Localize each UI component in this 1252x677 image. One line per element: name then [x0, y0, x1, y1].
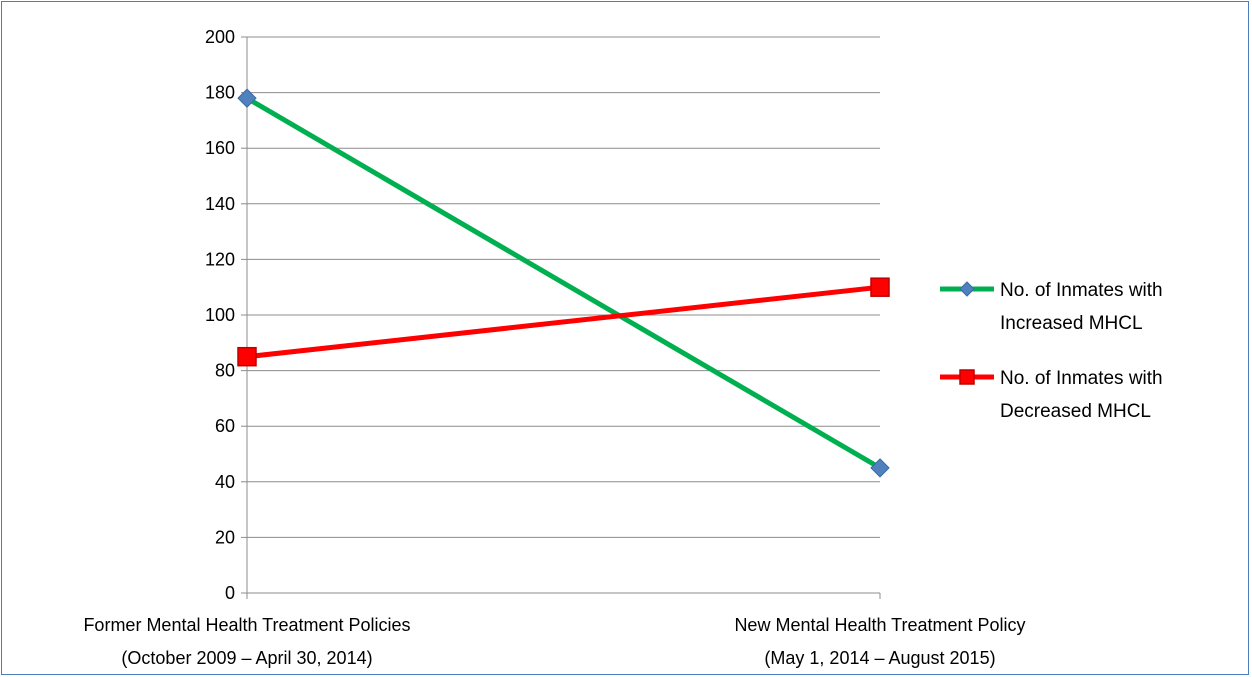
- gridlines: [247, 36, 880, 538]
- x-axis-category-labels: Former Mental Health Treatment Policies (…: [83, 615, 1025, 668]
- y-tick-label: 180: [205, 83, 235, 103]
- y-tick-label: 200: [205, 27, 235, 47]
- legend-label: No. of Inmates with: [1000, 280, 1163, 301]
- legend-marker-swatch: [959, 281, 975, 297]
- y-tick-label: 100: [205, 305, 235, 325]
- y-tick-label: 0: [225, 583, 235, 603]
- series-line-1: [245, 96, 882, 471]
- y-tick-label: 120: [205, 249, 235, 269]
- y-tick-label: 160: [205, 138, 235, 158]
- x-category-label: (May 1, 2014 – August 2015): [764, 648, 995, 668]
- y-tick-label: 60: [215, 416, 235, 436]
- y-tick-label: 140: [205, 194, 235, 214]
- axes: [241, 36, 881, 599]
- data-point-marker: [870, 277, 890, 297]
- series-markers: [237, 88, 890, 478]
- series-lines: [245, 96, 882, 471]
- y-tick-label: 80: [215, 361, 235, 381]
- data-point-marker: [237, 346, 257, 367]
- legend-label: Decreased MHCL: [1000, 401, 1151, 422]
- y-tick-label: 20: [215, 527, 235, 547]
- x-category-label: Former Mental Health Treatment Policies: [83, 615, 410, 635]
- legend-marker-swatch: [959, 369, 975, 385]
- legend: No. of Inmates with Increased MHCL No. of …: [940, 280, 1163, 422]
- y-axis-tick-labels: 0 20 40 60 80 100 120 140 160 180 200: [205, 27, 235, 603]
- x-category-label: New Mental Health Treatment Policy: [734, 615, 1025, 635]
- x-category-label: (October 2009 – April 30, 2014): [121, 648, 372, 668]
- data-point-marker: [870, 458, 890, 478]
- legend-label: Increased MHCL: [1000, 313, 1143, 334]
- data-point-marker: [237, 88, 257, 108]
- series-line-2: [246, 284, 881, 360]
- y-tick-label: 40: [215, 472, 235, 492]
- legend-label: No. of Inmates with: [1000, 368, 1163, 389]
